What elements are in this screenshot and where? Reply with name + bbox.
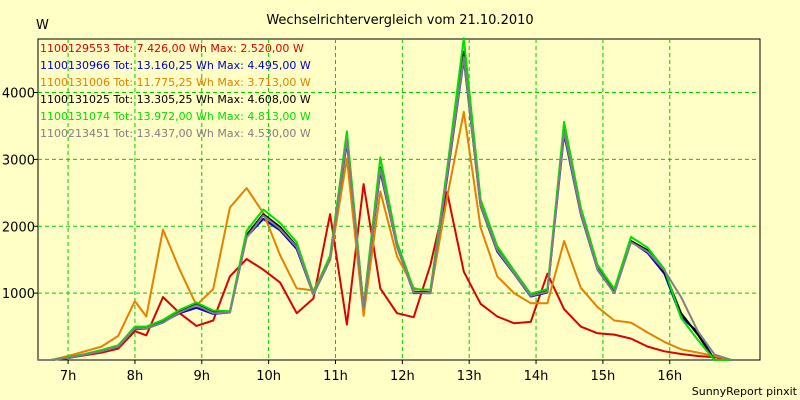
legend-entry-1100130966: 1100130966 Tot: 13.160,25 Wh Max: 4.495,… <box>40 59 311 72</box>
tick-labels: 7h 8h 9h 10h 11h 12h 13h 14h 15h 16h 1000 2000 3000 4… <box>2 87 682 385</box>
legend-entry-1100131025: 1100131025 Tot: 13.305,25 Wh Max: 4.608,… <box>40 93 311 106</box>
y-tick-label: 1000 <box>2 287 35 302</box>
series-line-1100213451 <box>38 56 732 361</box>
series-group <box>38 37 732 361</box>
legend: 1100129553 Tot: 7.426,00 Wh Max: 2.520,0… <box>40 42 311 140</box>
credit-label: SunnyReport pinxit <box>692 385 798 398</box>
x-tick-label: 16h <box>657 369 682 384</box>
x-tick-label: 11h <box>323 369 348 384</box>
y-tick-label: 4000 <box>2 87 35 102</box>
x-tick-label: 8h <box>127 369 144 384</box>
series-line-1100131006 <box>38 110 732 361</box>
x-tick-label: 13h <box>457 369 482 384</box>
series-line-1100129553 <box>38 183 732 361</box>
y-axis-unit-label: W <box>36 18 49 33</box>
x-tick-label: 14h <box>524 369 549 384</box>
x-tick-label: 9h <box>194 369 211 384</box>
x-tick-label: 12h <box>390 369 415 384</box>
y-tick-label: 3000 <box>2 153 35 168</box>
x-tick-label: 7h <box>60 369 77 384</box>
legend-entry-1100129553: 1100129553 Tot: 7.426,00 Wh Max: 2.520,0… <box>40 42 304 55</box>
y-tick-label: 2000 <box>2 220 35 235</box>
chart-title: Wechselrichtervergleich vom 21.10.2010 <box>266 13 533 28</box>
series-line-1100131074 <box>38 37 732 361</box>
x-tick-label: 10h <box>256 369 281 384</box>
x-tick-label: 15h <box>591 369 616 384</box>
legend-entry-1100131074: 1100131074 Tot: 13.972,00 Wh Max: 4.813,… <box>40 110 311 123</box>
legend-entry-1100131006: 1100131006 Tot: 11.775,25 Wh Max: 3.713,… <box>40 76 311 89</box>
legend-entry-1100213451: 1100213451 Tot: 13.437,00 Wh Max: 4.530,… <box>40 127 311 140</box>
